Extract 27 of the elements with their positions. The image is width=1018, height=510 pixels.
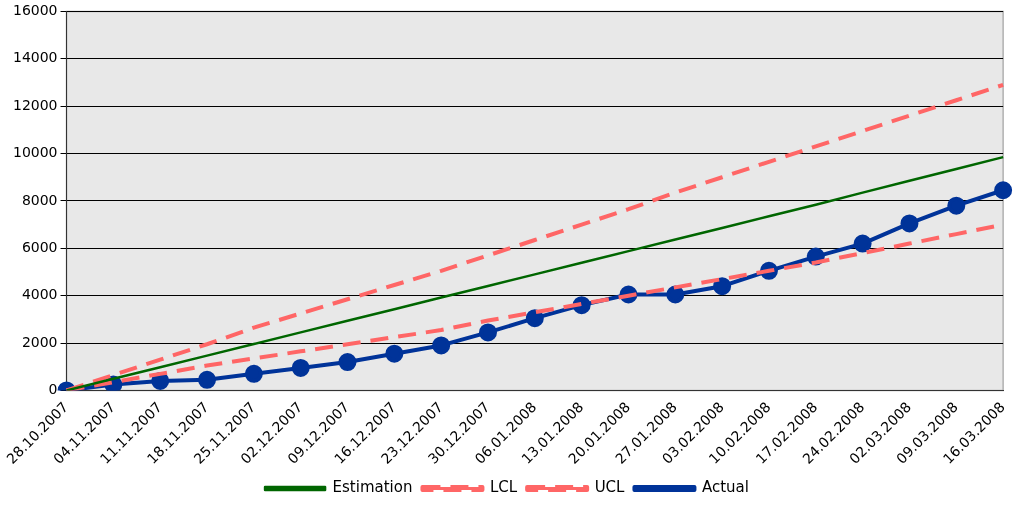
point <box>666 285 685 304</box>
y-tick-label: 8000 <box>21 191 58 208</box>
point <box>338 353 357 372</box>
point <box>947 196 966 215</box>
legend-label: UCL <box>594 478 626 497</box>
point <box>432 336 451 355</box>
point <box>713 277 732 296</box>
point <box>994 181 1013 200</box>
y-tick-label: 16000 <box>12 2 58 19</box>
y-tick-label: 2000 <box>21 333 58 350</box>
point <box>900 214 919 233</box>
point <box>385 344 404 363</box>
point <box>198 370 217 389</box>
y-tick-label: 12000 <box>12 96 58 113</box>
point <box>853 234 872 253</box>
y-tick-label: 4000 <box>21 286 58 303</box>
legend-label: LCL <box>489 478 518 497</box>
y-tick-label: 6000 <box>21 238 58 255</box>
y-tick-label: 0 <box>48 381 58 398</box>
legend-label: Estimation <box>332 478 413 497</box>
y-tick-label: 14000 <box>12 49 58 66</box>
point <box>291 358 310 377</box>
point <box>244 364 263 383</box>
point <box>479 323 497 342</box>
y-tick-label: 10000 <box>12 144 58 161</box>
point <box>525 309 544 328</box>
legend-label: Actual <box>701 478 749 497</box>
